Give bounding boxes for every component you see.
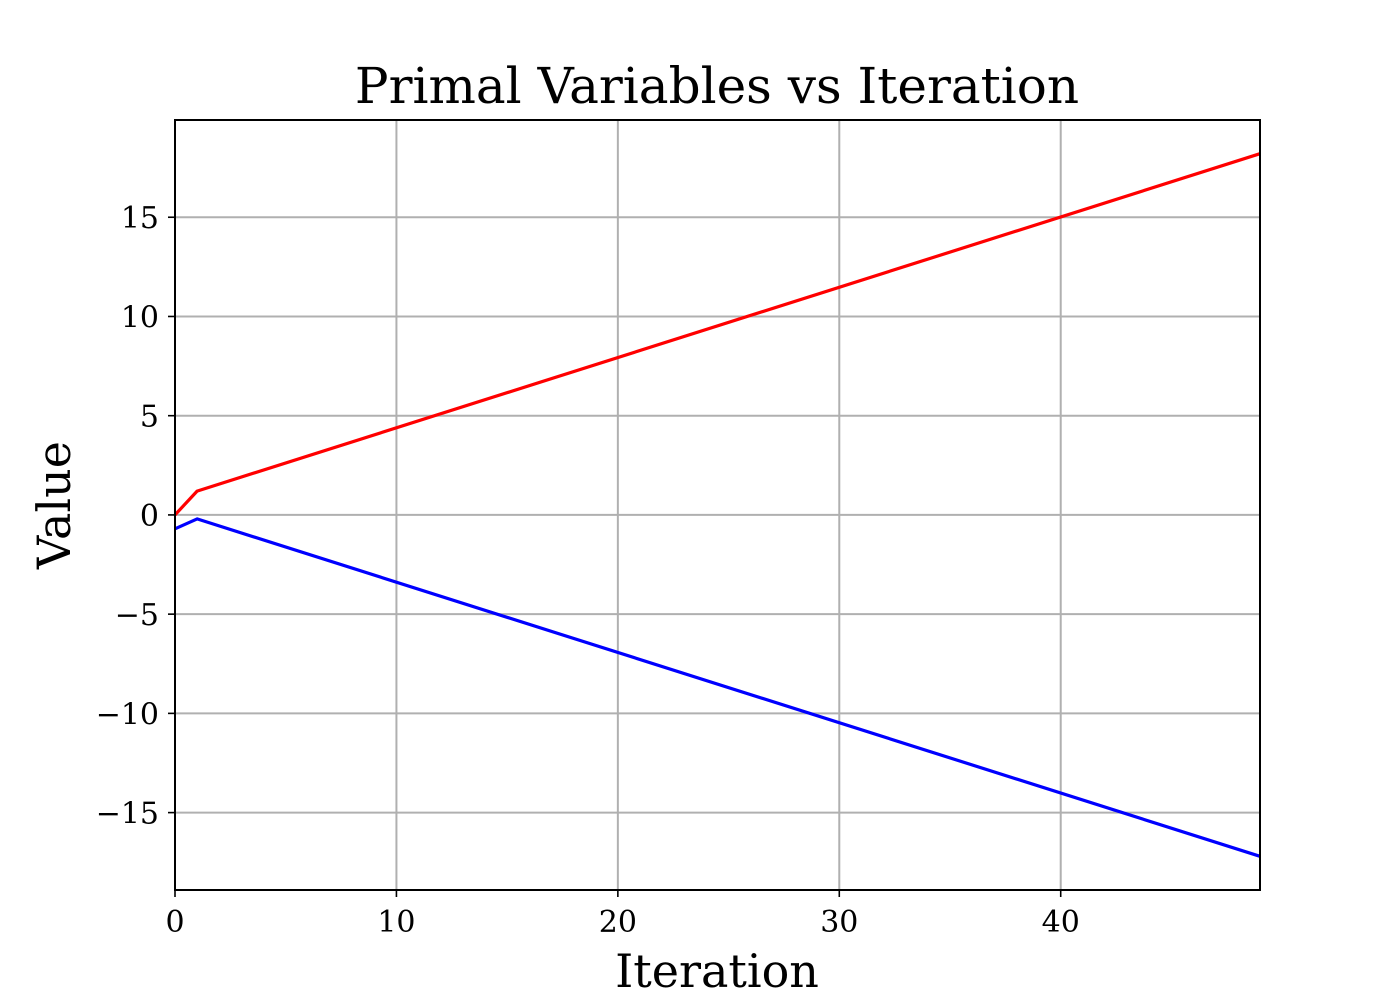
series-layer [173,152,1261,858]
series-line-1 [174,517,1261,858]
y-tick-label: 15 [121,201,159,236]
x-tick-label: 10 [377,905,415,940]
chart-title: Primal Variables vs Iteration [355,57,1079,115]
y-tick-label: 0 [140,499,159,534]
x-axis-ticks: 0 10 20 30 40 [165,890,1080,940]
x-tick-label: 0 [165,905,184,940]
y-tick-label: −5 [115,598,159,633]
x-axis-label: Iteration [615,944,819,998]
x-tick-label: 40 [1042,905,1080,940]
y-axis-label: Value [27,441,81,570]
x-tick-label: 20 [599,905,637,940]
grid [174,120,1260,890]
series-line-0 [173,152,1261,516]
y-tick-label: −15 [96,797,159,832]
y-axis-ticks: −15 −10 −5 0 5 10 15 [96,201,175,832]
x-tick-label: 30 [820,905,858,940]
y-tick-label: 5 [140,400,159,435]
plot-frame [174,119,1261,891]
y-tick-label: 10 [121,300,159,335]
y-tick-label: −10 [96,697,159,732]
